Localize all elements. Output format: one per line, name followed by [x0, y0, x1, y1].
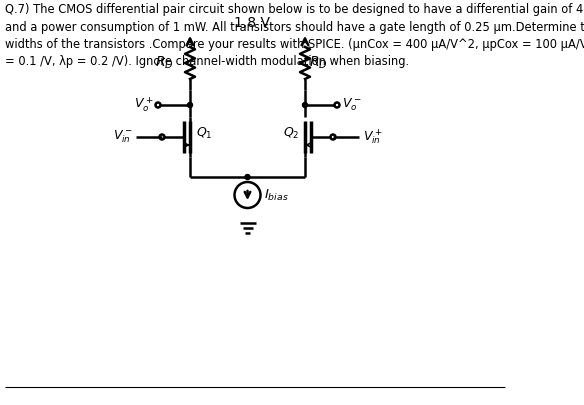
Text: $R_D$: $R_D$	[155, 55, 174, 71]
Circle shape	[303, 102, 308, 107]
Text: $R_D$: $R_D$	[309, 55, 328, 71]
Circle shape	[187, 102, 193, 107]
Text: $Q_2$: $Q_2$	[283, 126, 299, 141]
Circle shape	[245, 175, 250, 179]
Text: $V_o^+$: $V_o^+$	[134, 96, 153, 114]
Text: 1.8 V: 1.8 V	[235, 16, 270, 30]
Text: $Q_1$: $Q_1$	[196, 126, 213, 141]
Text: Q.7) The CMOS differential pair circuit shown below is to be designed to have a : Q.7) The CMOS differential pair circuit …	[5, 3, 584, 68]
Text: $I_{bias}$: $I_{bias}$	[265, 188, 289, 202]
Text: $V_{in}^-$: $V_{in}^-$	[113, 129, 132, 145]
Text: $V_o^-$: $V_o^-$	[342, 97, 361, 113]
Text: $V_{in}^+$: $V_{in}^+$	[363, 128, 383, 147]
